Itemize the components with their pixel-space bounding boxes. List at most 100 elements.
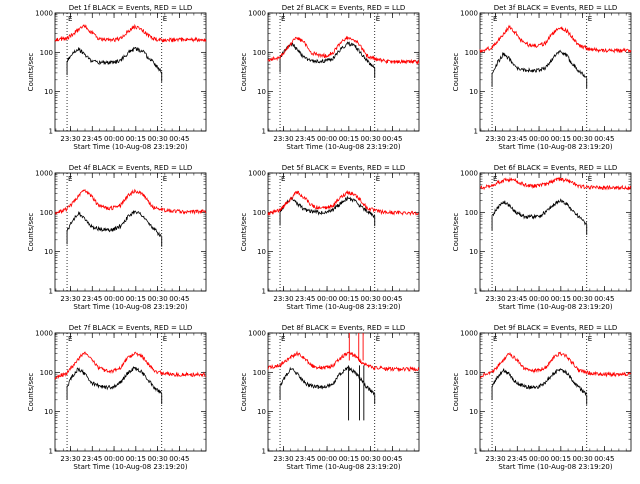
series-line-lld: [479, 351, 632, 379]
y-axis-label: Counts/sec: [240, 53, 248, 92]
y-axis-label: Counts/sec: [452, 53, 460, 92]
x-axis-label: Start Time (10-Aug-08 23:19:20): [286, 463, 400, 471]
y-axis-label: Counts/sec: [240, 213, 248, 252]
series-line-lld: [54, 351, 207, 381]
marker-label: E: [588, 15, 592, 23]
x-tick-label: 00:15: [126, 135, 146, 143]
marker-label: E: [588, 175, 592, 183]
x-tick-label: 00:45: [382, 455, 402, 463]
x-tick-label: 00:30: [361, 455, 381, 463]
series-line-lld: [479, 176, 632, 191]
y-tick-label: 1: [49, 288, 53, 296]
y-tick-label: 1: [49, 448, 53, 456]
chart-title: Det 1f BLACK = Events, RED = LLD: [69, 4, 192, 12]
series-line-events: [66, 210, 162, 238]
x-tick-label: 00:30: [148, 295, 168, 303]
y-tick-label: 1: [262, 288, 266, 296]
x-tick-label: 00:00: [529, 295, 549, 303]
chart-panel-7: Det 7f BLACK = Events, RED = LLD 1 10 100 10…: [27, 324, 207, 471]
x-axis-label: Start Time (10-Aug-08 23:19:20): [286, 303, 400, 311]
x-tick-label: 00:15: [126, 455, 146, 463]
y-tick-label: 100: [253, 369, 266, 377]
x-tick-label: 23:45: [295, 295, 315, 303]
x-tick-label: 23:30: [60, 295, 80, 303]
y-tick-label: 10: [44, 248, 53, 256]
x-tick-label: 00:45: [382, 295, 402, 303]
plot-frame: [267, 12, 420, 132]
y-tick-label: 10: [469, 88, 478, 96]
plot-frame: [267, 172, 420, 292]
y-tick-label: 100: [253, 209, 266, 217]
x-tick-label: 00:45: [594, 455, 614, 463]
series-line-lld: [267, 190, 420, 217]
plot-frame: [479, 172, 632, 292]
chart-title: Det 3f BLACK = Events, RED = LLD: [494, 4, 617, 12]
x-tick-label: 00:00: [104, 455, 124, 463]
series-line-lld: [479, 24, 632, 54]
marker-label: E: [281, 15, 285, 23]
x-tick-label: 00:30: [361, 295, 381, 303]
x-tick-label: 23:45: [295, 135, 315, 143]
marker-label: E: [68, 175, 72, 183]
chart-title: Det 5f BLACK = Events, RED = LLD: [282, 164, 405, 172]
y-tick-label: 100: [465, 49, 478, 57]
series-line-lld: [54, 188, 207, 215]
x-tick-label: 00:15: [551, 135, 571, 143]
x-tick-label: 00:45: [169, 295, 189, 303]
y-tick-label: 1: [49, 128, 53, 136]
plot-frame: [479, 332, 632, 452]
x-tick-label: 00:15: [551, 455, 571, 463]
y-tick-label: 10: [44, 88, 53, 96]
y-tick-label: 10: [469, 248, 478, 256]
x-tick-label: 23:45: [507, 135, 527, 143]
x-axis-label: Start Time (10-Aug-08 23:19:20): [498, 463, 612, 471]
y-axis-label: Counts/sec: [452, 213, 460, 252]
x-tick-label: 23:30: [60, 455, 80, 463]
chart-title: Det 2f BLACK = Events, RED = LLD: [282, 4, 405, 12]
x-tick-label: 23:30: [273, 295, 293, 303]
x-tick-label: 00:00: [104, 295, 124, 303]
x-tick-label: 00:15: [339, 455, 359, 463]
x-tick-label: 23:45: [507, 455, 527, 463]
y-tick-label: 10: [257, 408, 266, 416]
y-tick-label: 1000: [248, 170, 266, 178]
chart-panel-1: Det 1f BLACK = Events, RED = LLD 1 10 100 10…: [27, 4, 207, 151]
x-tick-label: 00:30: [148, 135, 168, 143]
x-tick-label: 23:30: [485, 135, 505, 143]
x-tick-label: 23:45: [82, 455, 102, 463]
x-tick-label: 00:00: [317, 135, 337, 143]
y-tick-label: 1000: [248, 10, 266, 18]
x-tick-label: 23:30: [485, 455, 505, 463]
y-tick-label: 10: [257, 88, 266, 96]
x-tick-label: 00:00: [317, 455, 337, 463]
y-tick-label: 10: [257, 248, 266, 256]
chart-title: Det 7f BLACK = Events, RED = LLD: [69, 324, 192, 332]
y-tick-label: 1000: [460, 10, 478, 18]
x-axis-label: Start Time (10-Aug-08 23:19:20): [73, 303, 187, 311]
y-tick-label: 1000: [460, 330, 478, 338]
y-tick-label: 100: [465, 369, 478, 377]
series-line-events: [491, 368, 587, 397]
x-tick-label: 00:30: [573, 135, 593, 143]
marker-label: E: [163, 15, 167, 23]
series-line-events: [491, 49, 587, 79]
chart-panel-8: Det 8f BLACK = Events, RED = LLD 1 10 100 10…: [240, 324, 420, 471]
x-tick-label: 23:30: [485, 295, 505, 303]
chart-title: Det 4f BLACK = Events, RED = LLD: [69, 164, 192, 172]
chart-panel-9: Det 9f BLACK = Events, RED = LLD 1 10 100 10…: [452, 324, 632, 471]
y-tick-label: 1000: [35, 330, 53, 338]
series-line-events: [279, 366, 375, 396]
series-line-events: [279, 41, 375, 69]
x-tick-label: 00:00: [317, 295, 337, 303]
marker-label: E: [163, 335, 167, 343]
y-tick-label: 1: [474, 128, 478, 136]
x-tick-label: 00:30: [361, 135, 381, 143]
plot-frame: [54, 332, 207, 452]
marker-label: E: [493, 175, 497, 183]
series-line-lld: [267, 350, 420, 373]
y-tick-label: 100: [253, 49, 266, 57]
marker-label: E: [281, 335, 285, 343]
y-tick-label: 1: [262, 128, 266, 136]
x-tick-label: 00:15: [551, 295, 571, 303]
